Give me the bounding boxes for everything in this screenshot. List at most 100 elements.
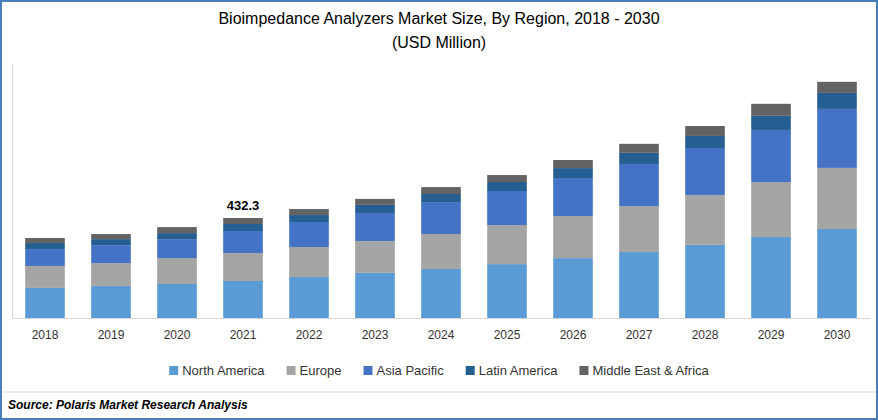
bar xyxy=(355,213,395,241)
x-tick: 2025 xyxy=(494,318,521,342)
legend-item: Asia Pacific xyxy=(364,363,445,378)
bar xyxy=(685,148,725,195)
separator xyxy=(2,392,876,393)
bar xyxy=(487,225,527,264)
bar xyxy=(25,266,65,288)
x-tick-label: 2029 xyxy=(758,328,785,342)
legend-label: North America xyxy=(182,363,265,378)
legend-item: Europe xyxy=(287,363,342,378)
bar xyxy=(157,227,197,233)
bar xyxy=(553,258,593,318)
series xyxy=(25,93,857,249)
x-tick: 2026 xyxy=(560,318,587,342)
series xyxy=(25,168,857,288)
legend-item: North America xyxy=(169,363,265,378)
legend-label: Middle East & Africa xyxy=(592,363,709,378)
x-tick-label: 2027 xyxy=(626,328,653,342)
bar xyxy=(25,243,65,249)
x-tick-label: 2025 xyxy=(494,328,521,342)
bar xyxy=(487,175,527,182)
x-tick: 2028 xyxy=(692,318,719,342)
bar xyxy=(685,245,725,318)
bar xyxy=(487,191,527,225)
x-tick: 2023 xyxy=(362,318,389,342)
bar xyxy=(421,234,461,269)
bar xyxy=(25,238,65,243)
bar xyxy=(817,93,857,109)
source: Source: Polaris Market Research Analysis xyxy=(8,398,248,412)
bar xyxy=(91,245,131,263)
bar xyxy=(487,264,527,318)
series xyxy=(25,82,857,243)
bar xyxy=(553,178,593,216)
x-tick: 2021 xyxy=(230,318,257,342)
bar xyxy=(421,269,461,318)
legend-label: Europe xyxy=(300,363,342,378)
bar xyxy=(223,281,263,318)
bar xyxy=(685,126,725,136)
bar xyxy=(751,116,791,130)
bars xyxy=(25,82,857,318)
legend-label: Asia Pacific xyxy=(377,363,445,378)
x-tick-label: 2021 xyxy=(230,328,257,342)
bar xyxy=(91,286,131,318)
bar xyxy=(157,258,197,284)
bar xyxy=(355,273,395,318)
x-tick-label: 2030 xyxy=(824,328,851,342)
annotations: 432.3 xyxy=(227,198,260,213)
bar xyxy=(817,229,857,318)
x-tick-label: 2028 xyxy=(692,328,719,342)
x-tick-label: 2024 xyxy=(428,328,455,342)
annotation: 432.3 xyxy=(227,198,260,213)
bar xyxy=(619,252,659,318)
bar xyxy=(751,182,791,237)
legend: North America Europe Asia Pacific Latin Ame… xyxy=(169,363,709,378)
frame xyxy=(1,1,877,419)
bar xyxy=(355,241,395,273)
bar xyxy=(289,277,329,318)
bar xyxy=(223,224,263,231)
x-tick: 2022 xyxy=(296,318,323,342)
x-tick-label: 2019 xyxy=(98,328,125,342)
x-tick-label: 2022 xyxy=(296,328,323,342)
bar xyxy=(553,216,593,258)
x-tick: 2024 xyxy=(428,318,455,342)
bar xyxy=(817,82,857,93)
x-tick-label: 2026 xyxy=(560,328,587,342)
bar xyxy=(223,218,263,224)
bar xyxy=(817,109,857,168)
chart: Bioimpedance Analyzers Market Size, By R… xyxy=(0,0,878,420)
bar xyxy=(817,168,857,229)
bar xyxy=(25,288,65,318)
x-tick: 2020 xyxy=(164,318,191,342)
bar xyxy=(157,239,197,258)
legend-swatch xyxy=(364,366,373,375)
x-tick: 2019 xyxy=(98,318,125,342)
bar xyxy=(289,222,329,247)
y-axis-line xyxy=(12,64,13,318)
bar xyxy=(421,202,461,234)
x-axis-line xyxy=(13,318,871,319)
bar xyxy=(751,130,791,182)
bar xyxy=(685,195,725,245)
y-axis xyxy=(12,64,13,318)
background xyxy=(0,0,878,420)
bar xyxy=(355,199,395,205)
bar xyxy=(751,237,791,318)
bar xyxy=(751,104,791,116)
subtitle: (USD Million) xyxy=(392,34,486,51)
bar xyxy=(619,144,659,153)
series xyxy=(25,109,857,266)
legend-item: Middle East & Africa xyxy=(579,363,709,378)
bar xyxy=(355,205,395,213)
legend-label: Latin America xyxy=(479,363,559,378)
bar xyxy=(619,206,659,252)
bar xyxy=(91,239,131,245)
x-axis: 2018201920202021202220232024202520262027… xyxy=(13,318,871,342)
x-tick: 2027 xyxy=(626,318,653,342)
bar xyxy=(619,153,659,164)
bar xyxy=(25,249,65,266)
bar xyxy=(289,215,329,222)
bar xyxy=(91,234,131,239)
bar xyxy=(157,233,197,239)
